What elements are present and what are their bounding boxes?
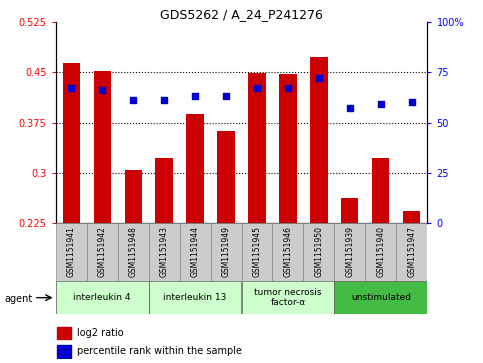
Text: interleukin 13: interleukin 13: [163, 293, 227, 302]
Point: [98, 87, 106, 93]
Point: [222, 93, 230, 99]
Text: GSM1151943: GSM1151943: [159, 226, 169, 277]
Bar: [397, 223, 427, 281]
Bar: [57, 327, 71, 339]
Point: [253, 85, 261, 91]
Bar: [272, 223, 303, 281]
Bar: [242, 223, 272, 281]
Text: GSM1151947: GSM1151947: [408, 226, 416, 277]
Bar: [86, 223, 117, 281]
Bar: [186, 114, 203, 223]
Bar: [341, 199, 358, 223]
Text: GSM1151944: GSM1151944: [190, 226, 199, 277]
Bar: [94, 71, 111, 223]
Bar: [156, 158, 172, 223]
Text: GSM1151949: GSM1151949: [222, 226, 230, 277]
Text: GSM1151945: GSM1151945: [253, 226, 261, 277]
Bar: [280, 74, 297, 223]
Bar: [62, 64, 80, 223]
Bar: [217, 131, 235, 223]
Bar: [311, 57, 327, 223]
Bar: [57, 345, 71, 358]
Text: agent: agent: [5, 294, 33, 305]
Text: GSM1151940: GSM1151940: [376, 226, 385, 277]
Text: GSM1151942: GSM1151942: [98, 226, 107, 277]
Bar: [334, 281, 427, 314]
Bar: [242, 281, 334, 314]
Bar: [403, 211, 421, 223]
Text: log2 ratio: log2 ratio: [77, 328, 124, 338]
Bar: [303, 223, 334, 281]
Bar: [372, 158, 389, 223]
Title: GDS5262 / A_24_P241276: GDS5262 / A_24_P241276: [160, 8, 323, 21]
Bar: [125, 170, 142, 223]
Text: unstimulated: unstimulated: [351, 293, 411, 302]
Bar: [248, 73, 266, 223]
Bar: [334, 223, 366, 281]
Text: GSM1151939: GSM1151939: [345, 226, 355, 277]
Bar: [149, 281, 242, 314]
Bar: [56, 223, 86, 281]
Point: [160, 97, 168, 103]
Bar: [366, 223, 397, 281]
Text: tumor necrosis
factor-α: tumor necrosis factor-α: [254, 288, 322, 307]
Bar: [180, 223, 211, 281]
Point: [377, 102, 385, 107]
Point: [129, 97, 137, 103]
Point: [67, 85, 75, 91]
Text: GSM1151948: GSM1151948: [128, 226, 138, 277]
Text: GSM1151946: GSM1151946: [284, 226, 293, 277]
Point: [408, 99, 416, 105]
Point: [191, 93, 199, 99]
Text: GSM1151950: GSM1151950: [314, 226, 324, 277]
Point: [284, 85, 292, 91]
Bar: [56, 281, 149, 314]
Text: interleukin 4: interleukin 4: [73, 293, 131, 302]
Point: [346, 106, 354, 111]
Text: GSM1151941: GSM1151941: [67, 226, 75, 277]
Bar: [149, 223, 180, 281]
Text: percentile rank within the sample: percentile rank within the sample: [77, 346, 242, 356]
Point: [315, 75, 323, 81]
Bar: [117, 223, 149, 281]
Bar: [211, 223, 242, 281]
